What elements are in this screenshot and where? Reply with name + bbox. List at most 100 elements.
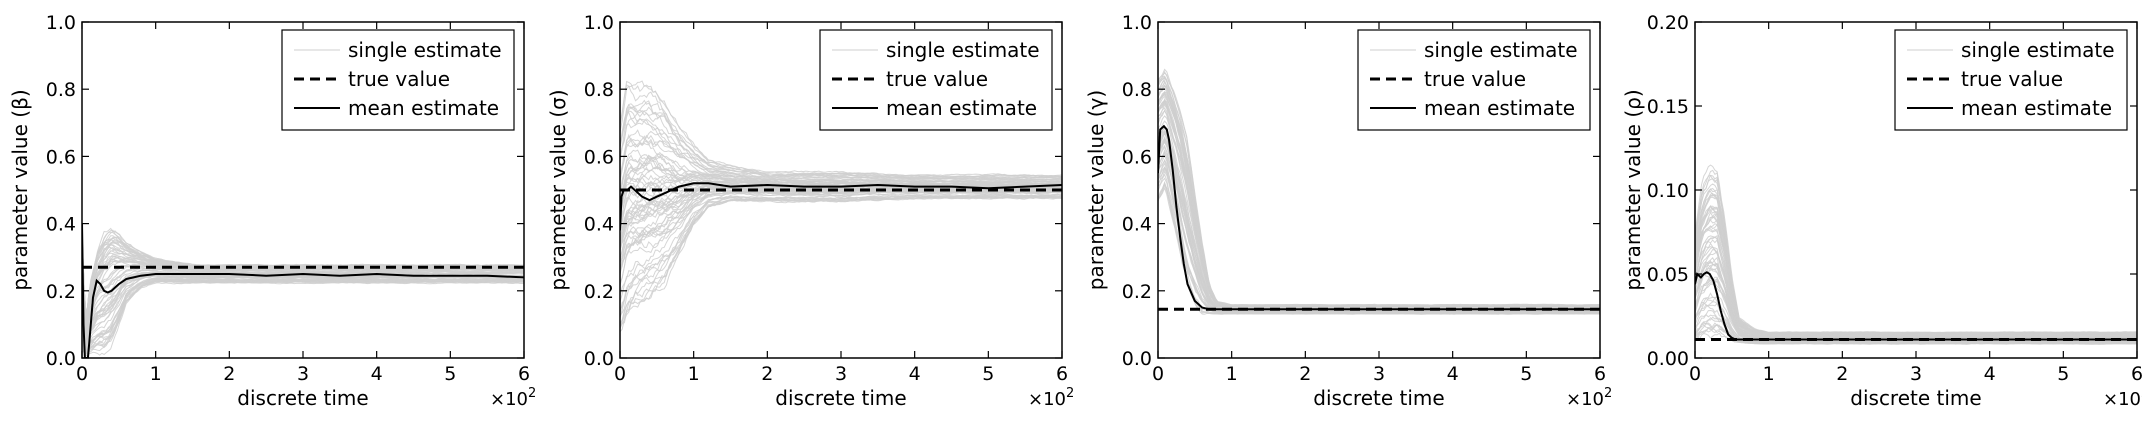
single-estimate-line [82, 280, 524, 353]
legend-label: mean estimate [1424, 96, 1575, 120]
single-estimate-line [1695, 236, 2137, 338]
single-estimate-line [1695, 206, 2137, 337]
single-estimate-line [1695, 264, 2137, 341]
x-tick-label: 0 [1152, 363, 1164, 385]
y-axis-label: parameter value (ρ) [1621, 89, 1645, 290]
single-estimate-line [1695, 261, 2137, 341]
x-tick-label: 0 [614, 363, 626, 385]
legend-label: true value [886, 67, 988, 91]
single-estimate-line [1695, 250, 2137, 340]
x-multiplier-base: ×10 [1566, 389, 1604, 410]
legend-label: mean estimate [348, 96, 499, 120]
single-estimate-line [1158, 110, 1600, 310]
single-estimate-line [1695, 296, 2137, 343]
single-estimate-line [1158, 183, 1600, 315]
single-estimate-line [1158, 158, 1600, 313]
x-tick-label: 5 [2057, 363, 2069, 385]
single-estimate-line [1158, 125, 1600, 311]
chart-panel-1: 0 1 2 3 4 5 6 0.0 0.2 0.4 0.6 0.8 1.0 discrete time ×1… [8, 12, 536, 410]
single-estimate-line [1695, 228, 2137, 338]
y-tick-label: 0.0 [1122, 348, 1152, 370]
y-tick-label: 0.2 [1122, 281, 1152, 303]
x-axis-label: discrete time [237, 386, 368, 410]
single-estimate-line [1158, 183, 1600, 315]
single-estimate-line [1158, 181, 1600, 315]
single-estimate-line [1695, 268, 2137, 341]
single-estimate-line [1158, 133, 1600, 311]
x-axis-label: discrete time [1313, 386, 1444, 410]
single-estimate-line [620, 196, 1062, 327]
y-tick-label: 0.00 [1647, 348, 1689, 370]
single-estimate-line [1158, 151, 1600, 313]
single-estimate-line [1158, 120, 1600, 310]
plot-area [620, 80, 1062, 333]
y-tick-label: 0.10 [1647, 180, 1689, 202]
single-estimate-line [1695, 196, 2137, 336]
single-estimate-line [1158, 81, 1600, 307]
single-estimate-line [82, 281, 524, 357]
legend-box [1357, 29, 1591, 131]
single-estimate-line [82, 276, 524, 351]
single-estimate-line [1158, 167, 1600, 314]
x-tick-label: 2 [223, 363, 235, 385]
single-estimate-line [1158, 131, 1600, 311]
single-estimate-line [1158, 115, 1600, 310]
mean-estimate-line [1695, 271, 2137, 341]
y-tick-label: 0.8 [584, 79, 614, 101]
single-estimate-line [1158, 137, 1600, 312]
single-estimate-line [1695, 256, 2137, 340]
x-multiplier-base: ×10 [1028, 389, 1066, 410]
single-estimate-line [1158, 166, 1600, 314]
y-tick-label: 0.6 [46, 146, 76, 168]
single-estimate-line [1695, 223, 2137, 337]
single-estimate-line [1158, 181, 1600, 315]
legend-label: single estimate [348, 38, 502, 62]
single-estimate-line [82, 275, 524, 347]
single-estimate-line [1158, 137, 1600, 312]
single-estimate-line [1695, 267, 2137, 340]
legend-box [281, 29, 515, 131]
y-tick-label: 0.0 [46, 348, 76, 370]
single-estimate-line [1695, 246, 2137, 340]
single-estimate-line [1695, 264, 2137, 341]
x-tick-label: 1 [688, 363, 700, 385]
single-estimate-line [1158, 108, 1600, 309]
single-estimate-line [1695, 174, 2137, 334]
single-estimate-line [1158, 103, 1600, 308]
chart-panel-4: 0 1 2 3 4 5 6 0.00 0.05 0.10 0.15 0.20 discrete time… [1621, 12, 2142, 410]
single-estimate-line [1695, 188, 2137, 335]
single-estimate-line [1695, 263, 2137, 340]
single-estimate-line [1695, 187, 2137, 335]
single-estimate-line [82, 277, 524, 352]
single-estimate-line [82, 279, 524, 353]
legend-label: mean estimate [1961, 96, 2112, 120]
y-tick-label: 0.15 [1647, 96, 1689, 118]
single-estimate-line [1695, 205, 2137, 336]
single-estimate-line [1695, 178, 2137, 335]
single-estimate-line [1158, 107, 1600, 309]
single-estimate-line [1158, 139, 1600, 312]
y-tick-label: 0.05 [1647, 264, 1689, 286]
single-estimate-line [1158, 154, 1600, 313]
single-estimate-line [620, 162, 1062, 205]
single-estimate-line [1695, 219, 2137, 337]
single-estimate-line [620, 103, 1062, 180]
x-tick-label: 4 [909, 363, 921, 385]
legend-label: true value [1424, 67, 1526, 91]
legend-label: single estimate [1961, 38, 2115, 62]
single-estimate-line [1158, 127, 1600, 311]
single-estimate-line [1695, 194, 2137, 336]
single-estimate-line [1158, 151, 1600, 313]
single-estimate-line [620, 99, 1062, 179]
y-tick-label: 0.8 [46, 79, 76, 101]
single-estimate-line [620, 80, 1062, 177]
x-multiplier-base: ×10 [490, 389, 528, 410]
x-axis-label: discrete time [775, 386, 906, 410]
y-tick-label: 0.8 [1122, 79, 1152, 101]
single-estimate-line [1695, 215, 2137, 337]
single-estimate-line [620, 189, 1062, 270]
single-estimate-line [82, 279, 524, 352]
single-estimate-line [82, 278, 524, 352]
y-tick-label: 1.0 [46, 12, 76, 34]
